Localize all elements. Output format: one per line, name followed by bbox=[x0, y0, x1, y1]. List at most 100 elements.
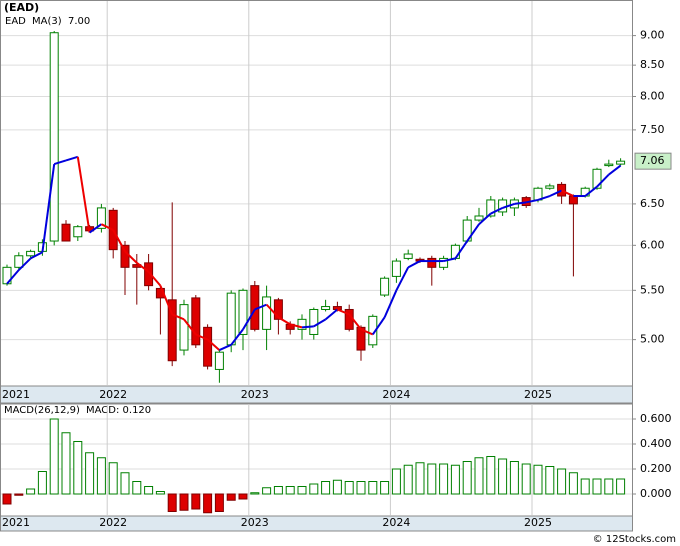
ma-line-segment bbox=[136, 262, 150, 273]
macd-bar bbox=[14, 493, 24, 496]
ma-line-segment bbox=[348, 313, 362, 330]
ma-line-segment bbox=[277, 316, 291, 326]
ma-line-segment bbox=[383, 289, 398, 318]
macd-bar bbox=[262, 487, 272, 495]
ma-line-segment bbox=[561, 189, 574, 197]
macd-bar bbox=[155, 491, 165, 495]
ma-line-segment bbox=[195, 333, 208, 341]
macd-bar bbox=[356, 481, 366, 495]
ma-line-segment bbox=[313, 318, 327, 328]
ma-line-segment bbox=[18, 257, 32, 271]
candle-body bbox=[568, 195, 578, 205]
candle-body bbox=[592, 168, 602, 189]
macd-bar bbox=[273, 486, 283, 495]
macd-bar bbox=[321, 481, 331, 495]
macd-bar bbox=[545, 466, 555, 495]
macd-bar bbox=[332, 479, 342, 495]
macd-bar bbox=[191, 493, 201, 510]
macd-bar bbox=[462, 461, 472, 495]
macd-bar bbox=[509, 461, 519, 495]
macd-bar bbox=[580, 478, 590, 495]
ma-line-segment bbox=[584, 185, 598, 197]
candle-body bbox=[238, 289, 248, 335]
macd-bar bbox=[144, 486, 154, 495]
macd-bar bbox=[285, 486, 295, 495]
candle-body bbox=[297, 318, 307, 330]
x-tick-label: 2022 bbox=[99, 516, 127, 529]
last-price-label: 7.06 bbox=[640, 154, 665, 167]
macd-bar bbox=[309, 483, 319, 495]
macd-bar bbox=[2, 493, 12, 505]
candle-body bbox=[179, 304, 189, 351]
ma-line-segment bbox=[242, 308, 256, 330]
ma-line-segment bbox=[206, 338, 221, 351]
candle-body bbox=[226, 292, 236, 346]
ma-line-segment bbox=[407, 260, 421, 269]
macd-bar bbox=[179, 493, 189, 511]
chart-title: (EAD) bbox=[4, 1, 39, 14]
y-tick-label: 0.000 bbox=[640, 487, 672, 500]
candle-body bbox=[309, 308, 319, 335]
macd-panel bbox=[0, 403, 633, 518]
ma-line-segment bbox=[41, 163, 56, 253]
ma-line-segment bbox=[443, 257, 456, 263]
ma-line-segment bbox=[171, 313, 185, 321]
macd-bar bbox=[203, 493, 213, 514]
macd-bar bbox=[604, 478, 614, 495]
y-tick-label: 6.50 bbox=[640, 197, 665, 210]
macd-bar bbox=[96, 457, 106, 495]
y-tick-label: 6.00 bbox=[640, 238, 665, 251]
x-tick-label: 2023 bbox=[241, 516, 269, 529]
x-tick-label: 2022 bbox=[99, 388, 127, 401]
macd-bar bbox=[427, 463, 437, 495]
y-tick-label: 0.400 bbox=[640, 437, 672, 450]
y-tick-label: 8.50 bbox=[640, 58, 665, 71]
ma-line-segment bbox=[502, 202, 515, 209]
last-price-box bbox=[634, 152, 672, 170]
macd-bar bbox=[108, 462, 118, 495]
macd-bar bbox=[557, 468, 567, 495]
macd-bar bbox=[568, 472, 578, 495]
macd-title: MACD(26,12,9) bbox=[4, 405, 80, 416]
candle-body bbox=[144, 262, 154, 287]
macd-bar bbox=[391, 468, 401, 495]
candle-body bbox=[616, 160, 626, 165]
ma-line-segment bbox=[289, 323, 303, 329]
macd-bar bbox=[238, 493, 248, 500]
candle-body bbox=[439, 257, 449, 268]
macd-bar bbox=[73, 441, 83, 495]
y-tick-label: 9.00 bbox=[640, 29, 665, 42]
candle-body bbox=[214, 351, 224, 370]
ma-line-segment bbox=[371, 316, 386, 336]
macd-bar bbox=[61, 432, 71, 495]
ma-line-segment bbox=[147, 271, 162, 287]
candle-body bbox=[368, 315, 378, 346]
ma-line-segment bbox=[6, 269, 20, 285]
macd-bar bbox=[439, 463, 449, 495]
macd-bar bbox=[533, 464, 543, 495]
macd-bar bbox=[49, 418, 59, 495]
candle-body bbox=[273, 299, 283, 320]
candle-body bbox=[450, 244, 460, 259]
ma-line-segment bbox=[53, 159, 67, 166]
y-tick-label: 5.50 bbox=[640, 283, 665, 296]
ma-line-segment bbox=[124, 250, 138, 264]
ma-line-segment bbox=[360, 328, 374, 336]
candle-body bbox=[96, 207, 106, 229]
macd-bar bbox=[132, 481, 142, 495]
candle-body bbox=[604, 163, 614, 167]
x-tick-label: 2025 bbox=[524, 388, 552, 401]
macd-legend-value: MACD: 0.120 bbox=[86, 405, 151, 416]
candle-body bbox=[486, 199, 496, 217]
macd-date-strip bbox=[0, 515, 633, 532]
candle-body bbox=[380, 277, 390, 296]
macd-bar bbox=[167, 493, 177, 512]
x-tick-label: 2023 bbox=[241, 388, 269, 401]
macd-bar bbox=[120, 472, 130, 495]
candle-body bbox=[26, 250, 36, 257]
candle-body bbox=[356, 326, 366, 351]
ma-line-segment bbox=[30, 251, 43, 260]
ma-line-segment bbox=[324, 308, 339, 321]
ma-line-segment bbox=[514, 201, 527, 205]
candle-body bbox=[391, 260, 401, 277]
